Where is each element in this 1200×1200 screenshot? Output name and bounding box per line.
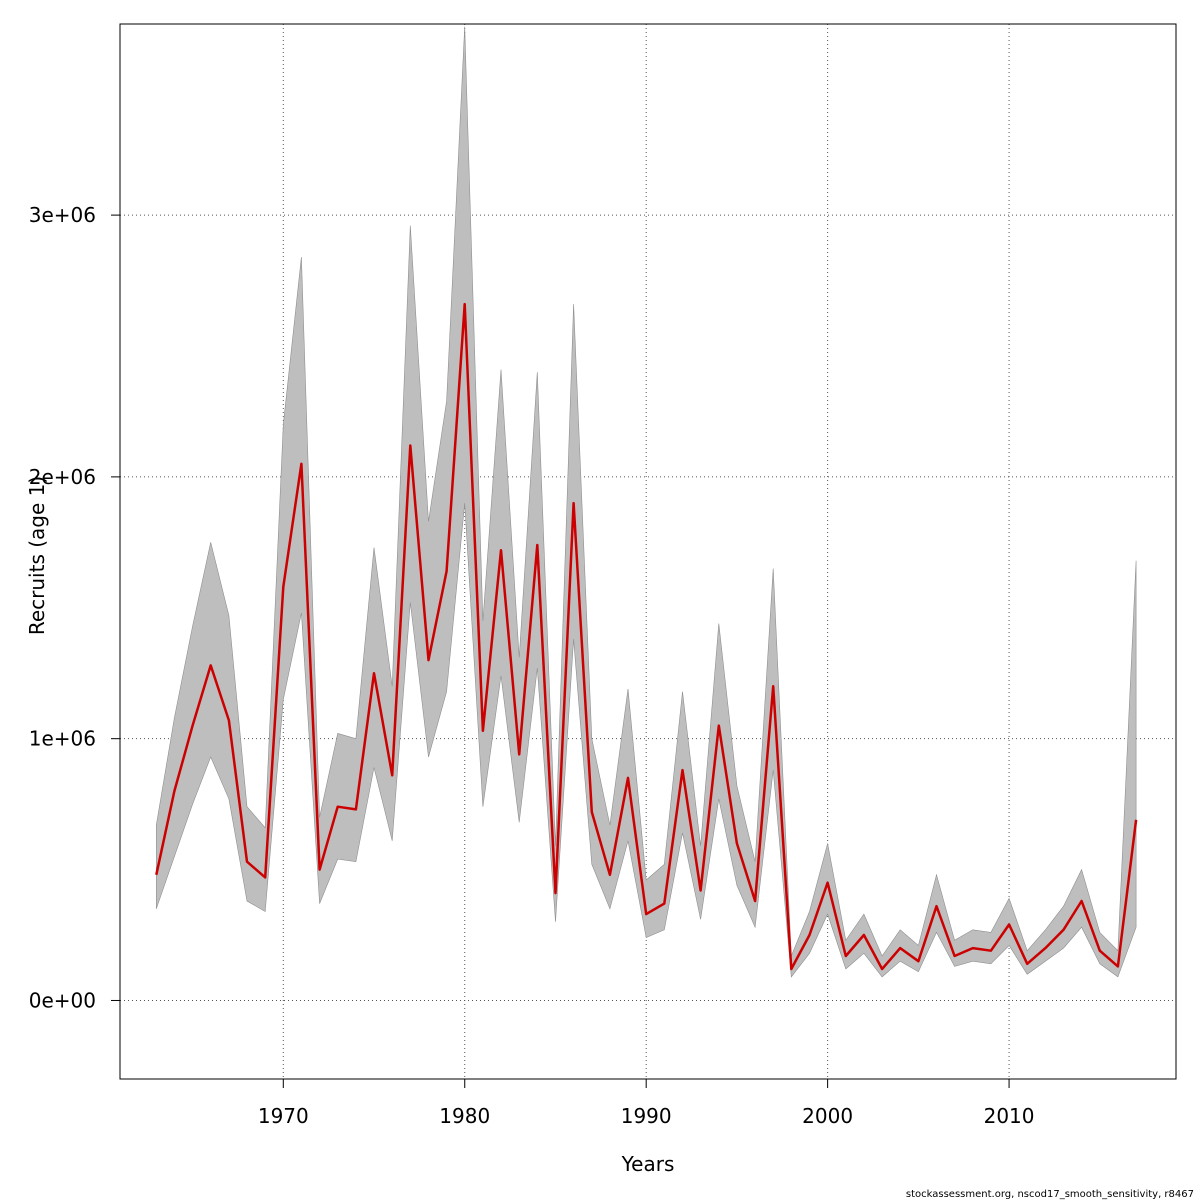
- y-tick-label: 2e+06: [29, 465, 96, 489]
- footer-text: stockassessment.org, nscod17_smooth_sens…: [905, 1189, 1194, 1200]
- x-tick-label: 1990: [621, 1104, 672, 1128]
- plot-frame: [119, 23, 1177, 1080]
- y-axis-label: Recruits (age 1): [25, 476, 49, 635]
- x-tick-label: 2000: [802, 1104, 853, 1128]
- confidence-band: [156, 26, 1137, 978]
- x-axis: 1970 1980 1990 2000 2010: [258, 1079, 1035, 1128]
- y-axis: 0e+00 1e+06 2e+06 3e+06: [29, 203, 120, 1012]
- x-tick-label: 1970: [258, 1104, 309, 1128]
- y-tick-label: 3e+06: [29, 203, 96, 227]
- y-tick-label: 0e+00: [29, 988, 96, 1012]
- x-axis-label: Years: [621, 1152, 675, 1176]
- x-tick-label: 2010: [984, 1104, 1035, 1128]
- estimate-line: [155, 302, 1138, 971]
- y-tick-label: 1e+06: [29, 727, 96, 751]
- x-tick-label: 1980: [439, 1104, 490, 1128]
